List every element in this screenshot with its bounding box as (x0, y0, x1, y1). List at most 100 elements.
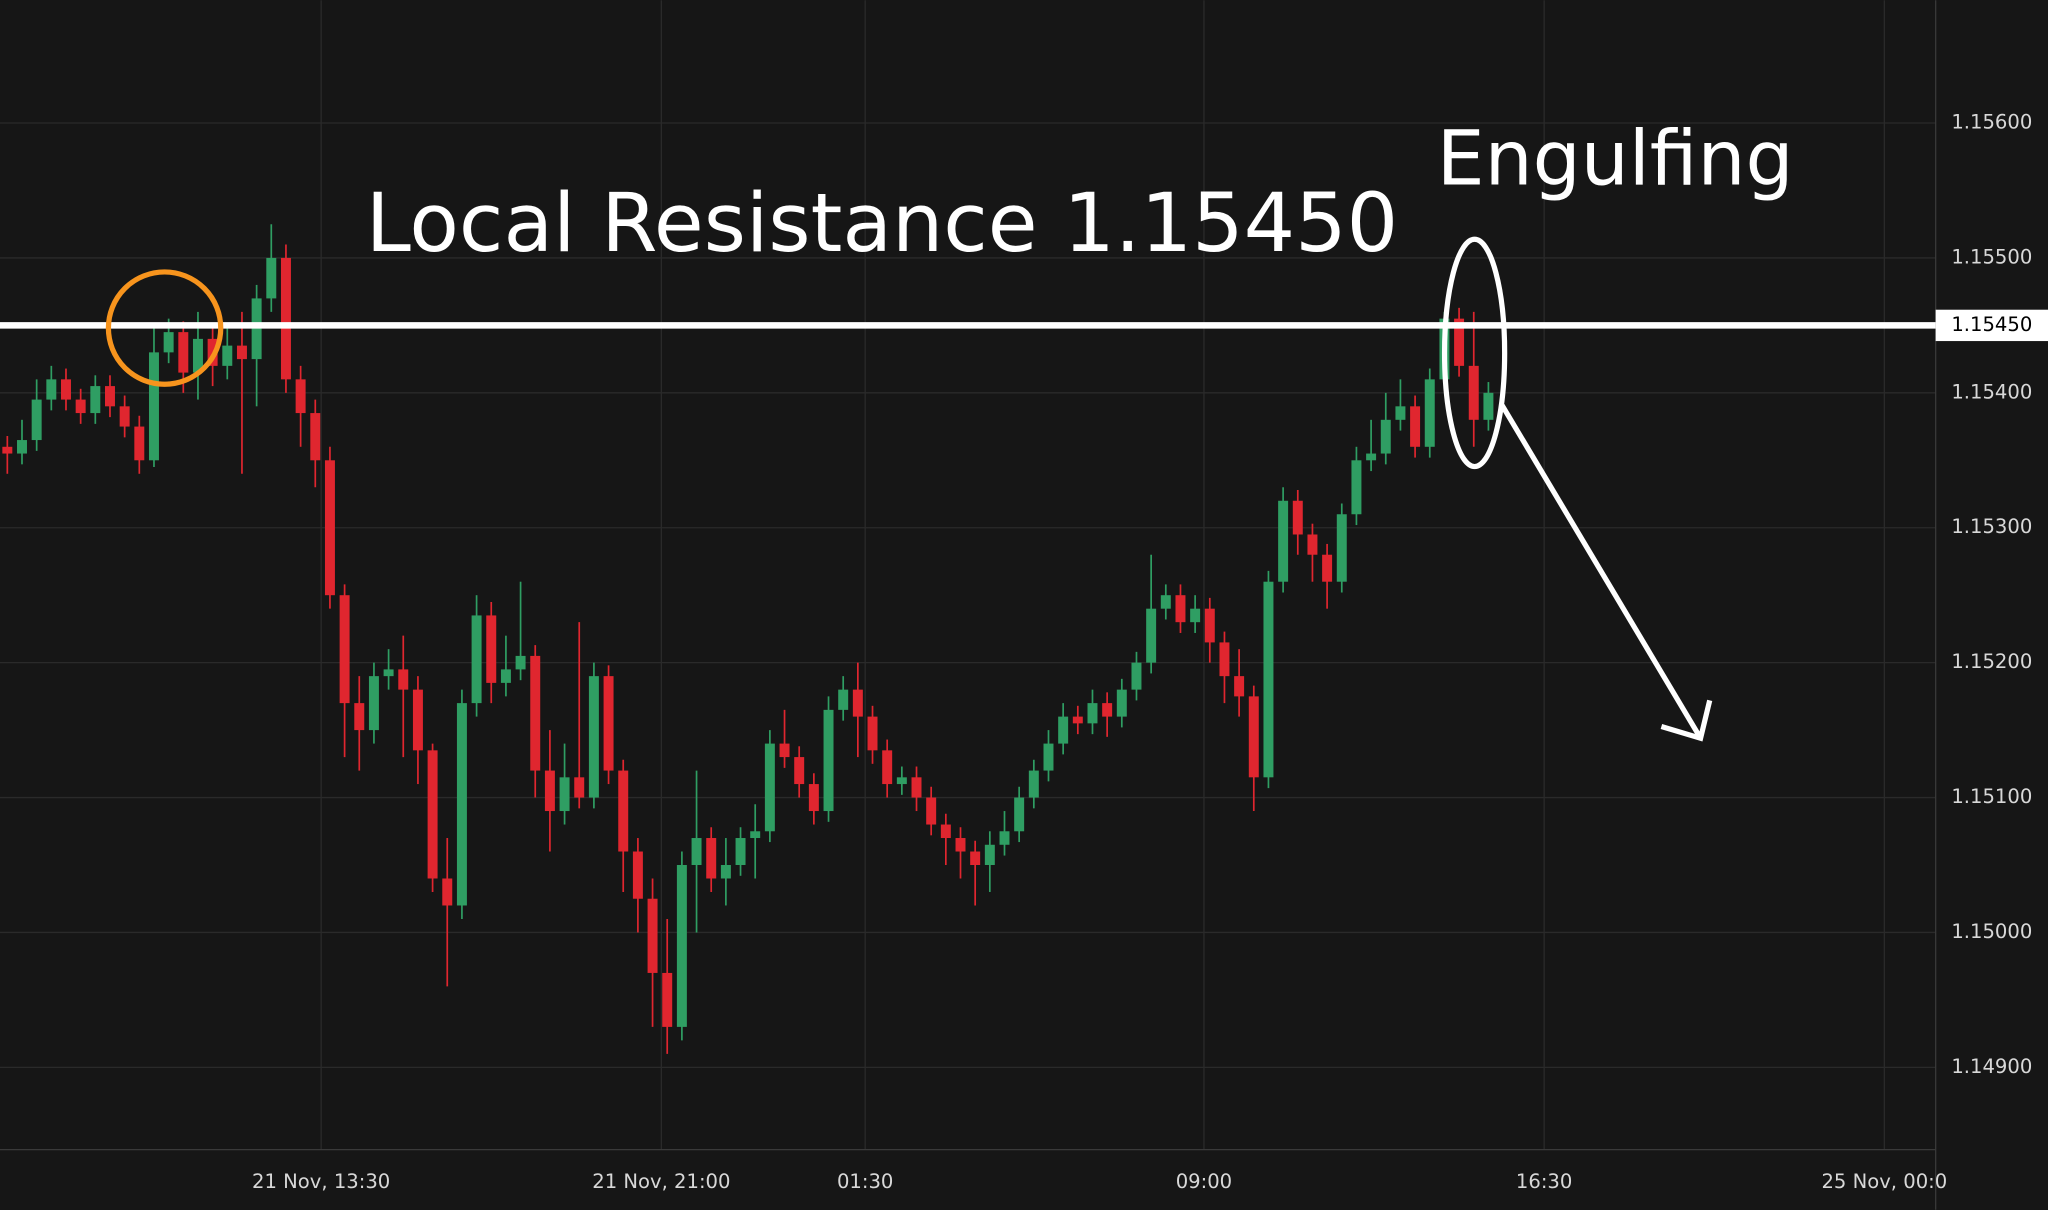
candle-body (588, 676, 599, 798)
candle-body (955, 838, 966, 852)
highlight-circle (105, 269, 224, 387)
candle-body (398, 669, 409, 690)
candle-body (662, 972, 673, 1027)
candle-body (46, 379, 57, 400)
candle-body (632, 851, 643, 899)
y-tick-label: 1.15600 (1951, 111, 2032, 134)
y-tick-label: 1.14900 (1951, 1055, 2032, 1078)
candle-body (735, 838, 746, 866)
candle-body (1102, 703, 1113, 717)
candle-body (368, 676, 379, 731)
candle-body (911, 777, 922, 798)
x-tick-label: 25 Nov, 00:0 (1821, 1170, 1947, 1193)
candle-body (266, 257, 277, 299)
candle-body (1043, 743, 1054, 771)
candle-body (691, 838, 702, 866)
candle-body (970, 851, 981, 866)
arrow-shaft (1499, 403, 1703, 740)
candle-body (222, 345, 233, 366)
candle-body (544, 770, 555, 812)
candle-body (838, 689, 849, 710)
y-tick-label: 1.15100 (1951, 785, 2032, 808)
candle-body (1468, 365, 1479, 420)
y-tick-label: 1.15200 (1951, 650, 2032, 673)
annotation: Engulfing (1437, 115, 1794, 203)
candle-body (486, 615, 497, 683)
candle-body (559, 777, 570, 812)
overlay: 1.15450 (0, 309, 2048, 342)
y-tick-label: 1.15300 (1951, 515, 2032, 538)
candle-body (1146, 608, 1157, 663)
candle-body (706, 838, 717, 879)
candle-body (882, 750, 893, 785)
candle-body (1395, 406, 1406, 420)
candle-body (75, 399, 86, 414)
candle-body (1307, 534, 1318, 555)
price-tag-label: 1.15450 (1951, 313, 2032, 336)
candle-body (999, 831, 1010, 845)
x-tick-label: 21 Nov, 13:30 (252, 1170, 390, 1193)
candle-body (720, 865, 731, 879)
candle-body (794, 757, 805, 785)
axis-labels: 1.14900 1.15000 1.15100 1.15200 1.15300 1.154… (252, 111, 2032, 1193)
candle-body (31, 399, 42, 441)
candle-body (192, 338, 203, 373)
candle-body (1160, 595, 1171, 609)
candle-body (310, 413, 321, 461)
candle-body (1483, 392, 1494, 420)
x-tick-label: 01:30 (837, 1170, 893, 1193)
x-tick-label: 16:30 (1516, 1170, 1572, 1193)
candle-body (90, 386, 101, 414)
candle-body (134, 426, 145, 461)
candle-body (603, 676, 614, 771)
candle-body (984, 844, 995, 866)
candle-body (1351, 460, 1362, 515)
candle-body (354, 703, 365, 731)
candle-body (676, 865, 687, 1027)
candle-body (339, 595, 350, 704)
candle-body (2, 446, 13, 454)
candle-body (471, 615, 482, 704)
candle-body (1204, 608, 1215, 643)
candle-body (1190, 608, 1201, 623)
y-tick-label: 1.15400 (1951, 380, 2032, 403)
candle-body (295, 379, 306, 414)
price-tag (1935, 309, 2048, 342)
candle-body (515, 655, 526, 670)
candle-body (808, 784, 819, 812)
candle-body (1175, 595, 1186, 623)
candle-body (1072, 716, 1083, 724)
candle-body (104, 386, 115, 407)
candle-body (1336, 514, 1347, 582)
candle-body (383, 669, 394, 677)
candle-body (1322, 554, 1333, 582)
candle-body (1058, 716, 1069, 744)
candle-body (1263, 581, 1274, 778)
candle-body (1410, 406, 1421, 447)
candle-body (119, 406, 130, 427)
candle-body (148, 352, 159, 461)
candle-body (280, 257, 291, 380)
candle-body (324, 460, 335, 596)
candle-body (530, 655, 541, 771)
candle-body (1234, 676, 1245, 697)
candle-body (852, 689, 863, 717)
candle-body (1014, 797, 1025, 832)
candle-body (750, 831, 761, 839)
candle-body (1292, 500, 1303, 535)
candle-body (647, 898, 658, 973)
candle-body (163, 332, 174, 353)
candle-body (1380, 419, 1391, 454)
candle-body (1219, 642, 1230, 677)
candle-body (1278, 500, 1289, 582)
candle-body (940, 824, 951, 839)
candle-body (1116, 689, 1127, 717)
candle-body (456, 703, 467, 906)
highlight-ellipse (1441, 236, 1508, 470)
candle-body (412, 689, 423, 751)
candle-body (500, 669, 511, 683)
candle-body (178, 332, 189, 373)
x-tick-label: 21 Nov, 21:00 (592, 1170, 730, 1193)
y-tick-label: 1.15000 (1951, 920, 2032, 943)
